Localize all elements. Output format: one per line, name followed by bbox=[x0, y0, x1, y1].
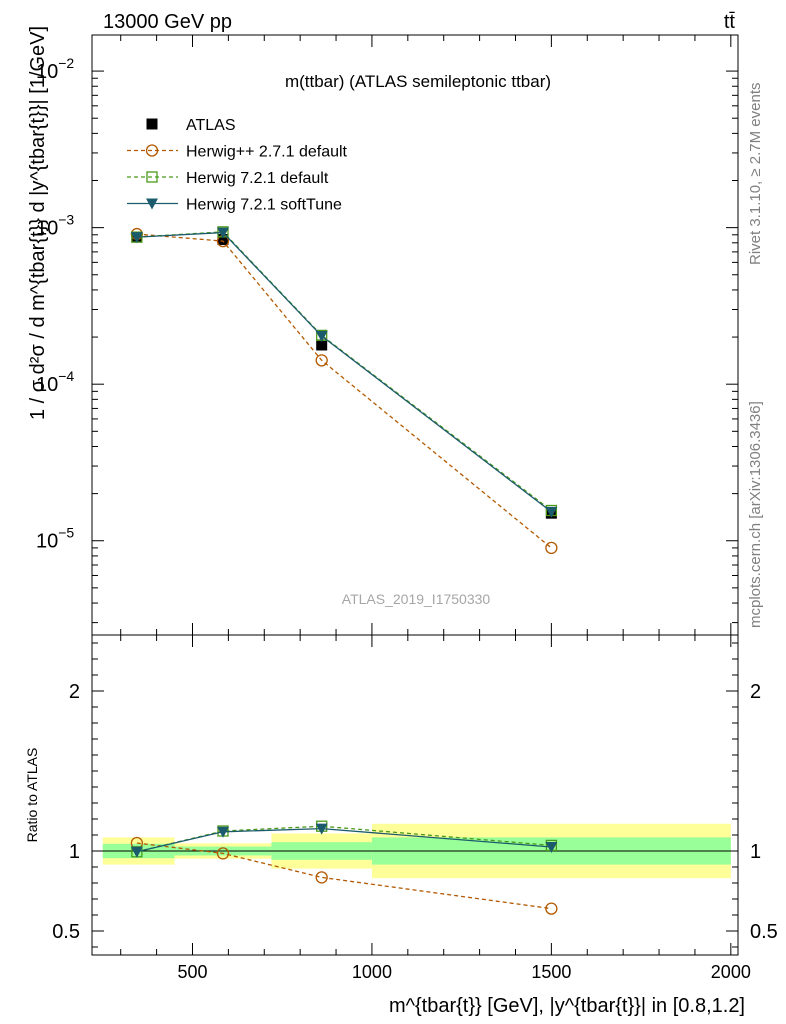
ratio-y-tick-label-left: 0.5 bbox=[52, 921, 80, 943]
legend-label: Herwig 7.2.1 default bbox=[186, 170, 329, 187]
ratio-series-herwig-721-softtune bbox=[130, 823, 558, 858]
ratio-x-tick-label: 2000 bbox=[711, 962, 751, 982]
legend-label: Herwig++ 2.7.1 default bbox=[186, 144, 348, 161]
main-atlas-point bbox=[217, 233, 229, 245]
analysis-label: ATLAS_2019_I1750330 bbox=[342, 591, 491, 607]
main-herwig-721-softtune-line bbox=[136, 231, 552, 513]
main-y-tick-label: 10−4 bbox=[36, 368, 74, 396]
ratio-herwig-721-softtune-point bbox=[130, 846, 143, 858]
main-panel: m(ttbar) (ATLAS semileptonic ttbar) ATLA… bbox=[27, 26, 739, 636]
legend: ATLAS Herwig++ 2.7.1 default Herwig 7.2.1 … bbox=[127, 117, 348, 214]
ratio-herwigpp-271-default-line bbox=[136, 842, 552, 910]
ratio-x-tick-label: 1000 bbox=[352, 962, 392, 982]
main-herwigpp-271-default-line bbox=[136, 233, 552, 549]
ratio-x-tick-label: 500 bbox=[177, 962, 207, 982]
legend-item-herwig-721-softtune: Herwig 7.2.1 softTune bbox=[127, 197, 342, 214]
legend-swatch-marker bbox=[146, 171, 158, 183]
legend-item-atlas: ATLAS bbox=[146, 117, 236, 134]
energy-label: 13000 GeV pp bbox=[103, 11, 232, 33]
legend-item-herwigpp-271-default: Herwig++ 2.7.1 default bbox=[127, 144, 348, 161]
ratio-frame bbox=[91, 634, 739, 956]
main-y-tick-label: 10−5 bbox=[36, 525, 74, 553]
ratio-y-tick-label-left: 2 bbox=[69, 681, 80, 703]
main-y-axis-label: 1 / σ d²σ / d m^{tbar{t}} d |y^{tbar{t}}… bbox=[27, 26, 49, 420]
ratio-herwig-721-softtune-point bbox=[216, 826, 229, 838]
legend-swatch-marker bbox=[146, 198, 158, 210]
legend-item-herwig-721-default: Herwig 7.2.1 default bbox=[127, 170, 329, 187]
ratio-y-tick-label-left: 1 bbox=[69, 841, 80, 863]
main-atlas-point bbox=[316, 339, 328, 351]
ratio-x-tick-label: 1500 bbox=[531, 962, 571, 982]
ratio-herwig-721-softtune-point bbox=[545, 842, 558, 853]
main-herwigpp-271-default-point bbox=[315, 354, 328, 367]
legend-swatch-marker bbox=[145, 144, 159, 157]
series-herwig-721-default bbox=[131, 226, 558, 517]
series-herwigpp-271-default bbox=[130, 227, 558, 555]
mcplots-label: mcplots.cern.ch [arXiv:1306.3436] bbox=[747, 401, 764, 628]
process-label: tt̄ bbox=[724, 11, 736, 33]
ratio-herwigpp-271-default-point bbox=[315, 871, 328, 884]
ratio-panel: 500 1000 1500 2000 0.5 0.5 1 1 2 2 Ratio to ATLAS… bbox=[24, 634, 778, 1017]
main-title: m(ttbar) (ATLAS semileptonic ttbar) bbox=[285, 72, 551, 91]
series-herwig-721-softtune bbox=[130, 227, 558, 518]
legend-label: Herwig 7.2.1 softTune bbox=[186, 197, 342, 214]
main-herwig-721-softtune-point bbox=[216, 227, 229, 239]
ratio-herwigpp-271-default-point bbox=[545, 902, 558, 915]
main-herwig-721-softtune-point bbox=[315, 331, 328, 343]
main-herwig-721-default-line bbox=[136, 231, 552, 512]
main-y-tick-label: 10−3 bbox=[36, 212, 74, 240]
main-herwig-721-softtune-point bbox=[130, 232, 143, 244]
rivet-label: Rivet 3.1.10, ≥ 2.7M events bbox=[747, 83, 764, 266]
legend-swatch-marker bbox=[146, 118, 158, 130]
main-y-tick-label: 10−2 bbox=[36, 55, 74, 83]
ratio-y-tick-label-right: 0.5 bbox=[750, 921, 778, 943]
ratio-herwig-721-softtune-point bbox=[315, 823, 328, 835]
ratio-y-axis-label: Ratio to ATLAS bbox=[24, 748, 40, 843]
ratio-y-tick-label-right: 1 bbox=[750, 841, 761, 863]
ratio-herwig-721-softtune-line bbox=[136, 827, 552, 853]
ratio-herwigpp-271-default-point bbox=[216, 847, 230, 860]
main-herwig-721-softtune-point bbox=[545, 506, 558, 518]
main-herwigpp-271-default-point bbox=[545, 541, 558, 555]
x-axis-label: m^{tbar{t}} [GeV], |y^{tbar{t}}| in [0.8… bbox=[389, 995, 745, 1017]
series-atlas bbox=[131, 231, 557, 519]
legend-label: ATLAS bbox=[186, 117, 236, 134]
ratio-y-tick-label-right: 2 bbox=[750, 681, 761, 703]
